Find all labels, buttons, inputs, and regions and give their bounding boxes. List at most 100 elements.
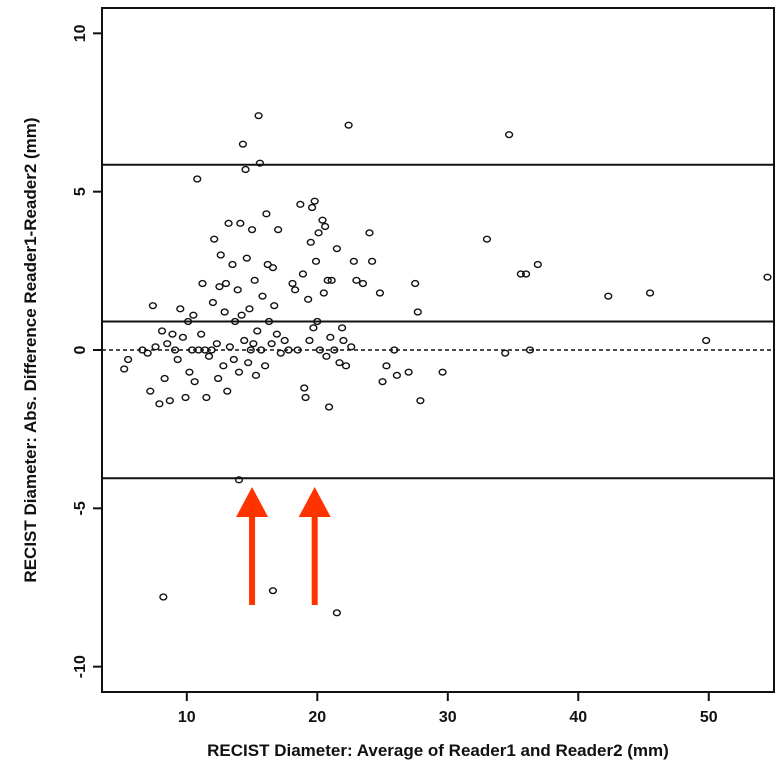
data-point — [257, 346, 266, 354]
data-point — [216, 251, 225, 259]
data-point — [315, 346, 325, 354]
data-point — [264, 317, 274, 326]
data-point — [219, 362, 228, 370]
x-tick-label: 20 — [308, 709, 326, 726]
data-point — [223, 387, 232, 395]
data-point — [501, 349, 510, 357]
x-axis-ticks: 10 20 30 40 50 — [178, 692, 718, 726]
data-point — [280, 336, 289, 345]
data-point — [392, 371, 401, 379]
data-point — [160, 374, 169, 383]
x-axis-label: RECIST Diameter: Average of Reader1 and … — [207, 741, 669, 760]
data-point — [242, 254, 251, 262]
data-point — [604, 292, 613, 300]
data-point — [702, 336, 711, 345]
data-point — [241, 165, 250, 174]
data-point — [304, 295, 313, 303]
data-point — [253, 327, 262, 335]
data-point — [267, 340, 276, 348]
data-point — [341, 362, 351, 370]
data-point — [261, 362, 270, 370]
data-point — [332, 245, 341, 253]
data-point — [318, 216, 327, 224]
data-point — [220, 308, 229, 316]
y-axis-ticks: 10 5 0 -5 -10 — [72, 24, 102, 678]
data-point — [332, 609, 341, 617]
data-point — [228, 260, 237, 269]
data-point — [193, 175, 202, 183]
y-tick-label: 0 — [72, 345, 89, 354]
data-point — [230, 317, 240, 326]
data-point — [365, 229, 374, 237]
data-point — [168, 330, 177, 338]
annotation-arrows — [236, 487, 331, 605]
data-point — [249, 340, 258, 348]
data-point — [258, 292, 267, 300]
data-point — [190, 378, 199, 386]
data-point — [339, 336, 348, 345]
x-tick-label: 30 — [439, 709, 457, 726]
reference-lines — [102, 163, 774, 480]
data-point — [327, 276, 336, 284]
data-point — [293, 346, 302, 354]
data-point — [246, 346, 255, 354]
data-point — [197, 330, 206, 338]
data-point — [255, 159, 264, 167]
data-point — [234, 476, 244, 484]
data-point — [207, 346, 216, 354]
data-point — [413, 308, 422, 316]
data-point — [378, 378, 387, 386]
data-point — [358, 279, 368, 288]
data-point — [324, 403, 334, 411]
data-point — [184, 317, 193, 326]
data-point — [274, 226, 283, 234]
data-point — [240, 336, 249, 345]
x-tick-label: 40 — [569, 709, 587, 726]
data-point — [214, 374, 223, 383]
data-point — [321, 222, 330, 231]
data-point — [337, 324, 347, 332]
data-point — [390, 346, 399, 354]
data-point — [165, 397, 174, 405]
data-point — [268, 587, 278, 595]
data-point — [300, 384, 309, 392]
y-tick-label: 5 — [72, 187, 89, 196]
data-point — [291, 286, 300, 294]
data-point — [270, 302, 279, 310]
data-point — [349, 257, 358, 265]
data-point — [151, 343, 160, 351]
data-point — [181, 393, 190, 402]
data-point — [244, 359, 253, 367]
data-point — [309, 324, 318, 332]
data-point — [482, 235, 492, 243]
data-point — [314, 229, 323, 237]
data-point — [306, 238, 315, 246]
data-point — [178, 333, 188, 341]
y-axis-label: RECIST Diameter: Abs. Difference Reader1… — [21, 117, 40, 582]
data-point — [763, 273, 772, 281]
data-point — [245, 305, 254, 313]
data-point — [311, 257, 321, 265]
data-point — [185, 368, 194, 376]
data-point — [268, 264, 278, 272]
data-point — [237, 311, 246, 319]
data-point — [204, 352, 214, 360]
data-point — [221, 279, 231, 288]
data-point — [234, 368, 244, 376]
data-point — [202, 393, 211, 402]
data-point — [163, 340, 172, 348]
data-point — [330, 346, 339, 354]
y-tick-label: -10 — [72, 655, 89, 678]
y-tick-label: -5 — [72, 501, 89, 515]
data-point — [645, 289, 655, 297]
data-point — [416, 397, 425, 405]
data-point — [296, 200, 305, 208]
data-point — [521, 270, 531, 278]
data-point — [212, 340, 221, 348]
data-point — [313, 317, 322, 326]
data-point — [382, 362, 391, 370]
data-point — [288, 279, 297, 288]
data-point — [176, 305, 185, 313]
data-point — [438, 368, 447, 376]
